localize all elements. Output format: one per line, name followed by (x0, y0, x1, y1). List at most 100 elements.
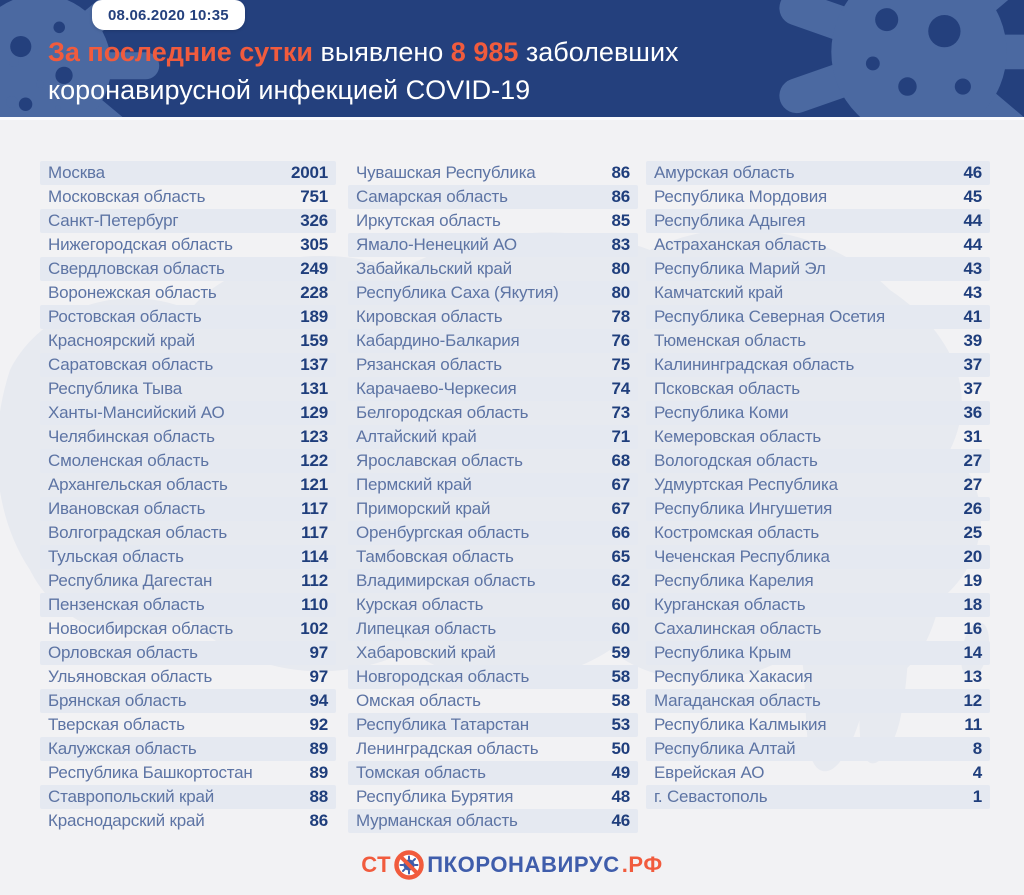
region-name: Смоленская область (48, 451, 209, 470)
region-value: 13 (963, 667, 982, 686)
region-name: Ульяновская область (48, 667, 213, 686)
region-value: 94 (309, 691, 328, 710)
region-value: 159 (300, 331, 328, 350)
table-row: Сахалинская область 16 (646, 617, 990, 641)
region-value: 74 (611, 379, 630, 398)
region-value: 44 (963, 235, 982, 254)
region-name: Республика Хакасия (654, 667, 813, 686)
region-value: 8 (972, 739, 982, 758)
table-row: Курганская область 18 (646, 593, 990, 617)
region-value: 66 (611, 523, 630, 542)
table-row: Республика Калмыкия 11 (646, 713, 990, 737)
table-row: Амурская область 46 (646, 161, 990, 185)
region-value: 60 (611, 619, 630, 638)
region-value: 129 (300, 403, 328, 422)
table-row: Алтайский край 71 (348, 425, 638, 449)
region-value: 26 (963, 499, 982, 518)
region-name: Республика Саха (Якутия) (356, 283, 559, 302)
region-name: Курганская область (654, 595, 806, 614)
region-name: Владимирская область (356, 571, 536, 590)
region-name: Республика Марий Эл (654, 259, 826, 278)
region-name: Челябинская область (48, 427, 215, 446)
region-name: Астраханская область (654, 235, 827, 254)
region-value: 19 (963, 571, 982, 590)
logo-suffix: .РФ (621, 852, 663, 877)
region-value: 14 (963, 643, 982, 662)
region-value: 75 (611, 355, 630, 374)
region-value: 37 (963, 379, 982, 398)
table-row: Смоленская область 122 (40, 449, 336, 473)
table-row: Тульская область 114 (40, 545, 336, 569)
headline: За последние сутки выявлено 8 985 заболе… (48, 33, 968, 109)
region-value: 68 (611, 451, 630, 470)
table-row: Липецкая область 60 (348, 617, 638, 641)
table-row: Пензенская область 110 (40, 593, 336, 617)
region-name: Самарская область (356, 187, 508, 206)
region-value: 326 (300, 211, 328, 230)
region-value: 16 (963, 619, 982, 638)
table-row: Красноярский край 159 (40, 329, 336, 353)
table-row: Хабаровский край 59 (348, 641, 638, 665)
table-row: Республика Бурятия 48 (348, 785, 638, 809)
table-row: Иркутская область 85 (348, 209, 638, 233)
region-value: 751 (300, 187, 328, 206)
table-row: Ивановская область 117 (40, 497, 336, 521)
region-name: Республика Башкортостан (48, 763, 253, 782)
region-value: 25 (963, 523, 982, 542)
region-name: Ивановская область (48, 499, 206, 518)
table-row: Еврейская АО 4 (646, 761, 990, 785)
region-name: Кемеровская область (654, 427, 822, 446)
table-row: Мурманская область 46 (348, 809, 638, 833)
table-row: Владимирская область 62 (348, 569, 638, 593)
region-value: 12 (963, 691, 982, 710)
region-value: 97 (309, 643, 328, 662)
region-value: 39 (963, 331, 982, 350)
table-row: Республика Крым 14 (646, 641, 990, 665)
region-value: 85 (611, 211, 630, 230)
region-value: 83 (611, 235, 630, 254)
table-row: Республика Хакасия 13 (646, 665, 990, 689)
region-value: 73 (611, 403, 630, 422)
table-row: Вологодская область 27 (646, 449, 990, 473)
region-name: Кировская область (356, 307, 503, 326)
region-value: 50 (611, 739, 630, 758)
region-name: Костромская область (654, 523, 820, 542)
table-row: Ставропольский край 88 (40, 785, 336, 809)
region-value: 46 (611, 811, 630, 830)
region-name: Республика Ингушетия (654, 499, 833, 518)
table-row: Чеченская Республика 20 (646, 545, 990, 569)
table-row: Ленинградская область 50 (348, 737, 638, 761)
region-name: Республика Дагестан (48, 571, 213, 590)
region-name: Новосибирская область (48, 619, 234, 638)
region-value: 58 (611, 691, 630, 710)
table-row: Орловская область 97 (40, 641, 336, 665)
headline-line2: коронавирусной инфекцией COVID-19 (48, 75, 531, 105)
table-row: Республика Карелия 19 (646, 569, 990, 593)
region-value: 89 (309, 763, 328, 782)
region-value: 122 (300, 451, 328, 470)
region-name: Еврейская АО (654, 763, 765, 782)
region-name: Новгородская область (356, 667, 530, 686)
table-row: Калужская область 89 (40, 737, 336, 761)
region-value: 60 (611, 595, 630, 614)
region-value: 76 (611, 331, 630, 350)
region-name: Чувашская Республика (356, 163, 536, 182)
region-name: Ставропольский край (48, 787, 215, 806)
table-row: Москва 2001 (40, 161, 336, 185)
region-value: 58 (611, 667, 630, 686)
table-row: Брянская область 94 (40, 689, 336, 713)
table-row: Новгородская область 58 (348, 665, 638, 689)
table-row: Республика Адыгея 44 (646, 209, 990, 233)
table-row: Ульяновская область 97 (40, 665, 336, 689)
footer-logo: СТ ПКОРОНАВИРУС .РФ (0, 848, 1024, 882)
region-name: Белгородская область (356, 403, 529, 422)
region-value: 11 (964, 715, 982, 734)
region-name: Калужская область (48, 739, 197, 758)
table-row: Рязанская область 75 (348, 353, 638, 377)
table-row: Ростовская область 189 (40, 305, 336, 329)
region-value: 88 (309, 787, 328, 806)
region-value: 249 (300, 259, 328, 278)
region-name: Ярославская область (356, 451, 523, 470)
table-row: Ярославская область 68 (348, 449, 638, 473)
region-name: Тамбовская область (356, 547, 514, 566)
